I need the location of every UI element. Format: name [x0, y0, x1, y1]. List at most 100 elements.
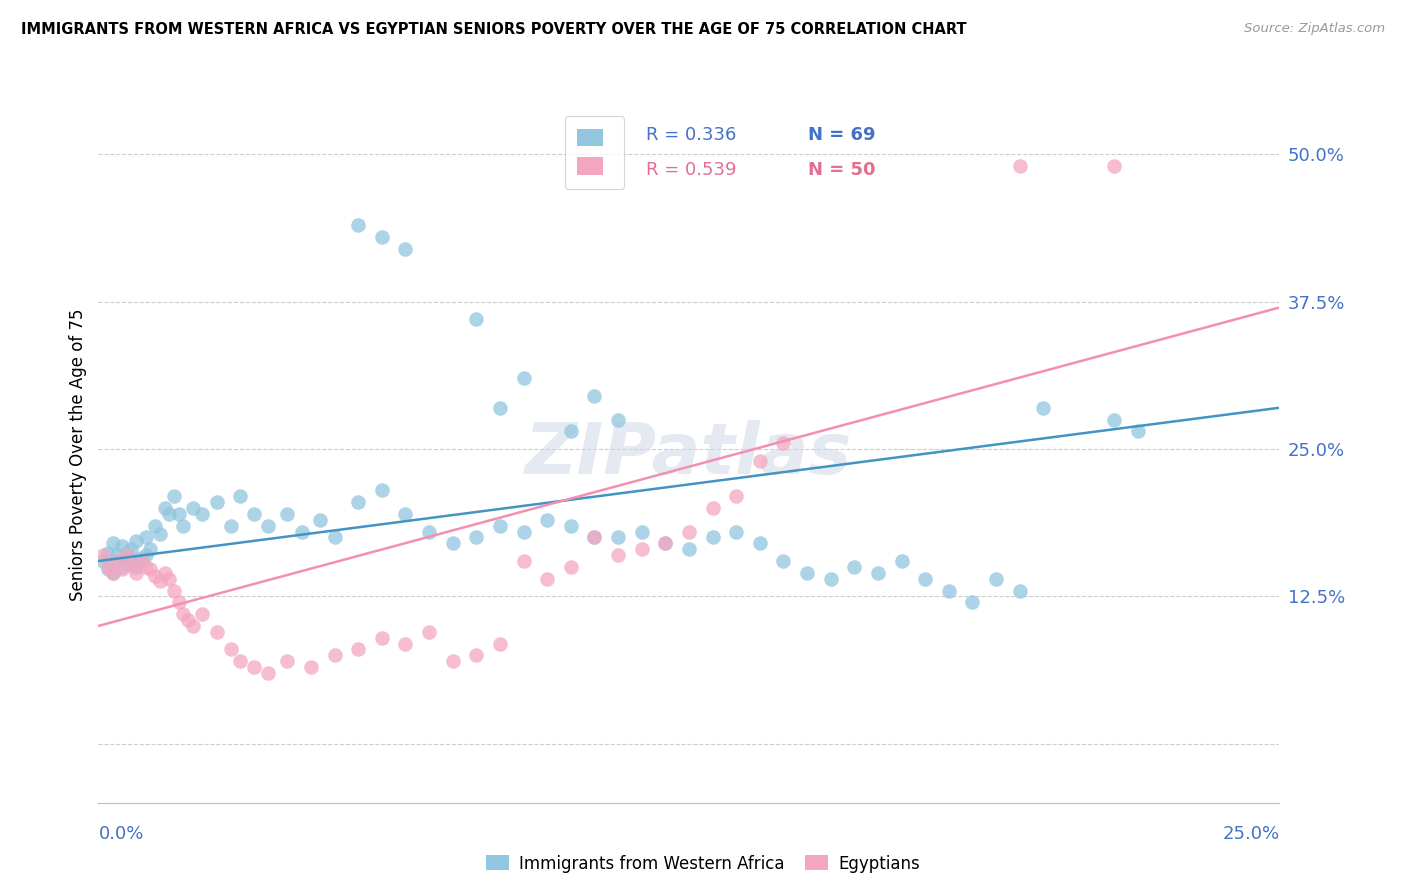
- Point: [418, 624, 440, 639]
- Point: [219, 642, 242, 657]
- Point: [115, 550, 138, 565]
- Point: [135, 560, 157, 574]
- Point: [394, 242, 416, 256]
- Text: R = 0.336: R = 0.336: [647, 126, 737, 144]
- Point: [748, 536, 770, 550]
- Point: [1102, 412, 1125, 426]
- Point: [465, 312, 488, 326]
- Point: [938, 583, 960, 598]
- Point: [149, 527, 172, 541]
- Point: [512, 554, 534, 568]
- Point: [163, 489, 186, 503]
- Point: [129, 550, 152, 565]
- Text: IMMIGRANTS FROM WESTERN AFRICA VS EGYPTIAN SENIORS POVERTY OVER THE AGE OF 75 CO: IMMIGRANTS FROM WESTERN AFRICA VS EGYPTI…: [21, 22, 967, 37]
- Point: [441, 654, 464, 668]
- Point: [583, 531, 606, 545]
- Point: [536, 513, 558, 527]
- Point: [243, 660, 266, 674]
- Point: [772, 436, 794, 450]
- Point: [101, 566, 124, 580]
- Point: [984, 572, 1007, 586]
- Text: Source: ZipAtlas.com: Source: ZipAtlas.com: [1244, 22, 1385, 36]
- Point: [347, 218, 370, 232]
- Point: [1008, 159, 1031, 173]
- Point: [157, 572, 180, 586]
- Point: [489, 518, 512, 533]
- Point: [172, 607, 194, 621]
- Point: [229, 654, 252, 668]
- Legend: Immigrants from Western Africa, Egyptians: Immigrants from Western Africa, Egyptian…: [479, 848, 927, 880]
- Point: [323, 531, 346, 545]
- Point: [654, 536, 676, 550]
- Text: N = 50: N = 50: [808, 161, 876, 179]
- Point: [371, 631, 394, 645]
- Point: [276, 507, 298, 521]
- Point: [607, 548, 630, 562]
- Point: [157, 507, 180, 521]
- Point: [489, 401, 512, 415]
- Point: [394, 637, 416, 651]
- Point: [536, 572, 558, 586]
- Point: [191, 507, 214, 521]
- Point: [139, 562, 162, 576]
- Point: [219, 518, 242, 533]
- Point: [962, 595, 984, 609]
- Point: [149, 574, 172, 588]
- Point: [465, 648, 488, 663]
- Point: [654, 536, 676, 550]
- Point: [1126, 425, 1149, 439]
- Point: [167, 595, 190, 609]
- Point: [678, 524, 700, 539]
- Point: [125, 560, 148, 574]
- Point: [97, 546, 120, 560]
- Text: 0.0%: 0.0%: [98, 825, 143, 843]
- Point: [125, 566, 148, 580]
- Point: [299, 660, 322, 674]
- Point: [181, 500, 204, 515]
- Point: [583, 389, 606, 403]
- Point: [371, 229, 394, 244]
- Point: [167, 507, 190, 521]
- Point: [111, 562, 134, 576]
- Point: [101, 566, 124, 580]
- Point: [772, 554, 794, 568]
- Point: [630, 524, 652, 539]
- Point: [890, 554, 912, 568]
- Point: [441, 536, 464, 550]
- Point: [121, 554, 143, 568]
- Point: [347, 642, 370, 657]
- Point: [725, 489, 748, 503]
- Text: ZIPatlas: ZIPatlas: [526, 420, 852, 490]
- Point: [371, 483, 394, 498]
- Point: [205, 495, 228, 509]
- Point: [181, 619, 204, 633]
- Point: [111, 560, 134, 574]
- Point: [105, 554, 128, 568]
- Point: [560, 425, 582, 439]
- Point: [111, 539, 134, 553]
- Point: [489, 637, 512, 651]
- Point: [177, 613, 200, 627]
- Point: [97, 562, 120, 576]
- Point: [583, 531, 606, 545]
- Point: [101, 536, 124, 550]
- Point: [257, 518, 280, 533]
- Point: [143, 569, 166, 583]
- Point: [1008, 583, 1031, 598]
- Point: [607, 412, 630, 426]
- Point: [143, 518, 166, 533]
- Point: [1102, 159, 1125, 173]
- Point: [205, 624, 228, 639]
- Point: [135, 548, 157, 562]
- Point: [163, 583, 186, 598]
- Point: [820, 572, 842, 586]
- Point: [866, 566, 889, 580]
- Point: [243, 507, 266, 521]
- Point: [121, 542, 143, 557]
- Point: [347, 495, 370, 509]
- Point: [748, 454, 770, 468]
- Point: [630, 542, 652, 557]
- Point: [115, 548, 138, 562]
- Point: [257, 666, 280, 681]
- Point: [97, 560, 120, 574]
